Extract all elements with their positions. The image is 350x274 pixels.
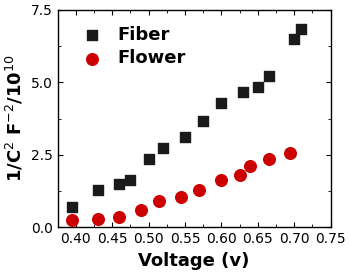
Flower xyxy=(266,157,272,161)
Legend: Fiber, Flower: Fiber, Flower xyxy=(66,19,193,75)
Flower xyxy=(248,164,253,169)
Flower xyxy=(197,187,202,192)
Fiber xyxy=(240,90,246,95)
Fiber xyxy=(218,100,224,105)
Flower xyxy=(178,195,184,199)
Flower xyxy=(117,215,122,219)
Flower xyxy=(237,173,242,177)
Fiber xyxy=(95,187,100,192)
Flower xyxy=(69,218,75,222)
Fiber xyxy=(182,135,188,140)
Fiber xyxy=(146,157,151,161)
Fiber xyxy=(69,205,75,209)
Fiber xyxy=(266,74,272,79)
Flower xyxy=(288,151,293,156)
Flower xyxy=(157,199,162,204)
Fiber xyxy=(200,119,206,124)
Flower xyxy=(95,216,100,221)
Fiber xyxy=(160,145,166,150)
X-axis label: Voltage (v): Voltage (v) xyxy=(138,252,250,270)
Fiber xyxy=(255,84,260,89)
Y-axis label: 1/C$^2$ F$^{-2}$/10$^{10}$: 1/C$^2$ F$^{-2}$/10$^{10}$ xyxy=(4,55,25,182)
Flower xyxy=(218,177,224,182)
Fiber xyxy=(291,36,297,41)
Fiber xyxy=(127,177,133,182)
Fiber xyxy=(299,26,304,31)
Fiber xyxy=(117,182,122,186)
Flower xyxy=(139,208,144,212)
